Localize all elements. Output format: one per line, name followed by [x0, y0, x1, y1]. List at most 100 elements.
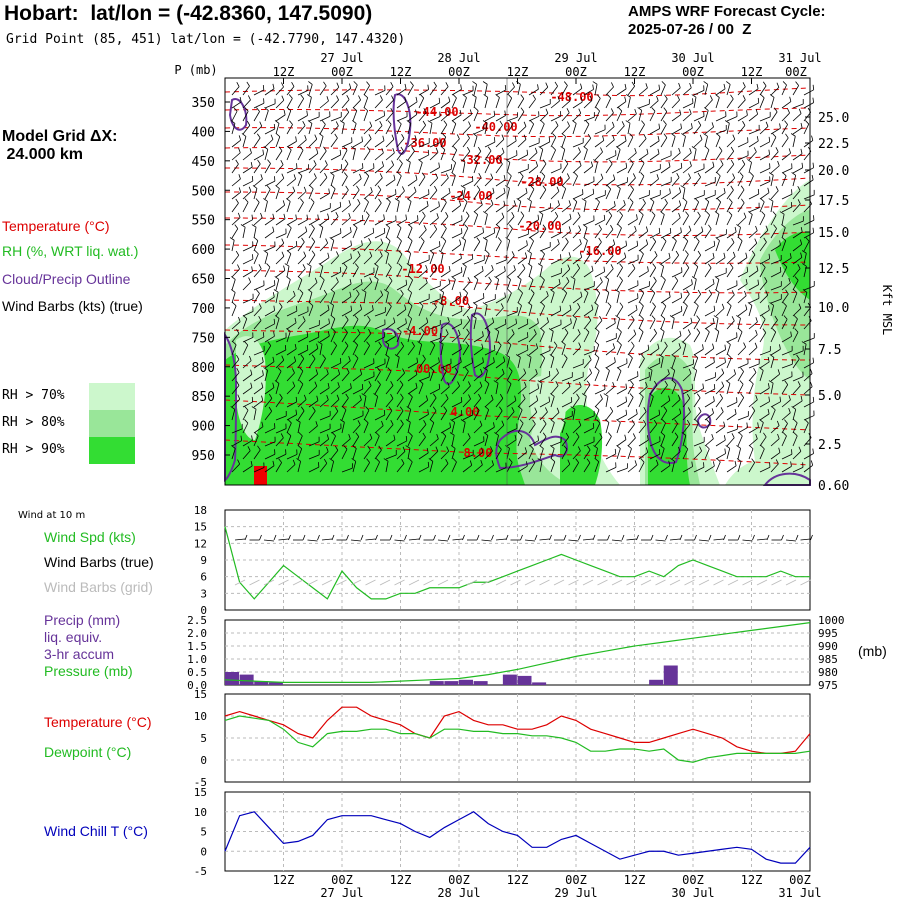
wind-barb — [616, 252, 627, 265]
wind-barb — [495, 224, 501, 239]
wind-barb-shaft — [726, 123, 730, 135]
wind-barb — [275, 133, 281, 148]
wind-barb-shaft — [649, 306, 656, 317]
wind-barb-shaft — [363, 125, 373, 135]
wind-barb-flag — [365, 211, 370, 216]
wind-barb — [594, 224, 602, 239]
wind-barb-shaft — [616, 101, 627, 109]
wind-barb-flag — [594, 302, 599, 306]
wind-barb-shaft — [352, 167, 364, 174]
wind-barb-shaft — [715, 201, 722, 213]
wind-barb-shaft — [572, 151, 581, 161]
wind-barb-shaft — [352, 219, 364, 226]
wind-barb-shaft — [605, 97, 612, 109]
wind-barb-shaft — [693, 139, 703, 148]
wind-barb-shaft — [462, 151, 471, 161]
wind-barb-flag — [659, 263, 664, 267]
wind-barb-shaft — [638, 202, 646, 213]
wind-barb-shaft — [352, 84, 358, 96]
wind-barb-shaft — [341, 163, 349, 174]
wind-barb-shaft — [528, 165, 538, 174]
kft-tick-label: 25.0 — [818, 111, 849, 126]
wind-barb-shaft — [759, 180, 771, 187]
wind-barb-shaft — [374, 294, 383, 304]
wind-barb-shaft — [550, 168, 562, 174]
wind-barb-shaft — [682, 177, 691, 187]
wind-barb — [385, 224, 391, 239]
wind-barb-flag — [404, 96, 407, 102]
wind-barb — [384, 289, 389, 304]
wind-barb-flag — [789, 253, 792, 259]
wind-barb — [418, 94, 425, 109]
wind-barb-flag — [266, 263, 271, 268]
pressure-tick-label: 800 — [192, 361, 215, 376]
wind-barb-shaft — [759, 294, 769, 304]
wind-barb-shaft — [693, 149, 697, 161]
wind-barb — [517, 263, 526, 278]
wind-barb-shaft — [583, 270, 594, 278]
wind-barb — [594, 107, 600, 122]
wind-barb-shaft — [583, 181, 595, 187]
wind-barb-flag — [380, 238, 384, 244]
wind-barb-shaft — [275, 136, 281, 148]
wind-barb-shaft — [627, 97, 631, 109]
wind-barb-flag — [339, 149, 342, 155]
wind-barb-shaft — [462, 240, 467, 252]
wind-barb-flag — [731, 290, 735, 296]
wind-barb — [451, 291, 462, 304]
wind-barb-shaft — [539, 149, 544, 161]
wind-barb — [505, 159, 511, 174]
wind-barb-flag — [464, 224, 469, 229]
wind-barb-shaft — [385, 267, 392, 278]
wind-barb-shaft — [330, 188, 336, 200]
wind-barb-shaft — [539, 141, 550, 148]
wind-barb-flag — [310, 198, 315, 203]
wind-barb-shaft — [385, 201, 391, 213]
wind-barb — [594, 147, 603, 161]
wind-barb-shaft — [528, 305, 533, 317]
wind-barb-shaft — [242, 85, 250, 96]
wind-barb-flag — [748, 211, 753, 215]
wind-barb-flag — [540, 276, 545, 281]
wind-barb-flag — [797, 199, 801, 204]
wind-barb-flag — [536, 175, 539, 181]
wind-barb-shaft — [253, 227, 257, 239]
wind-barb-flag — [518, 289, 523, 294]
wind-barb — [737, 278, 748, 291]
rh-region — [775, 231, 810, 300]
wind-barb-shaft — [605, 154, 617, 161]
wind-barb-shaft — [528, 123, 535, 135]
wind-barb — [638, 148, 649, 161]
wind-barb-shaft — [682, 113, 692, 122]
wind-barb — [451, 306, 463, 317]
top-date-label: 28 Jul — [437, 51, 480, 65]
wind-barb-shaft — [671, 232, 682, 239]
wind-barb — [318, 263, 324, 278]
wind-barb — [242, 162, 253, 174]
wind-barb — [385, 215, 397, 226]
wind-barb-shaft — [242, 227, 246, 239]
wind-barb-flag — [495, 94, 500, 98]
wind-barb-flag — [788, 278, 791, 283]
wind-barb-flag — [635, 304, 638, 310]
wind-barb — [649, 135, 660, 148]
wind-barb-flag — [662, 237, 667, 242]
surface-wind-barb-flag — [302, 534, 306, 541]
wind-barb-shaft — [627, 259, 639, 265]
wind-barb — [715, 133, 721, 148]
wind-barb-shaft — [231, 240, 235, 252]
wind-barb-flag — [300, 94, 305, 99]
wind-barb — [231, 198, 239, 213]
wind-barb-shaft — [660, 137, 668, 148]
wind-barb-flag — [619, 276, 623, 281]
wind-barb-flag — [613, 174, 616, 180]
wind-barb-shaft — [495, 307, 504, 317]
wind-barb-shaft — [627, 297, 639, 304]
surface-wind-barb-flag — [375, 534, 378, 541]
wind-barb-shaft — [286, 266, 290, 278]
wind-barb-shaft — [660, 241, 667, 252]
wind-barb — [297, 276, 303, 291]
wind-barb — [616, 83, 627, 96]
wind-barb-shaft — [341, 296, 352, 304]
pressure-label: Pressure (mb) — [44, 663, 133, 679]
